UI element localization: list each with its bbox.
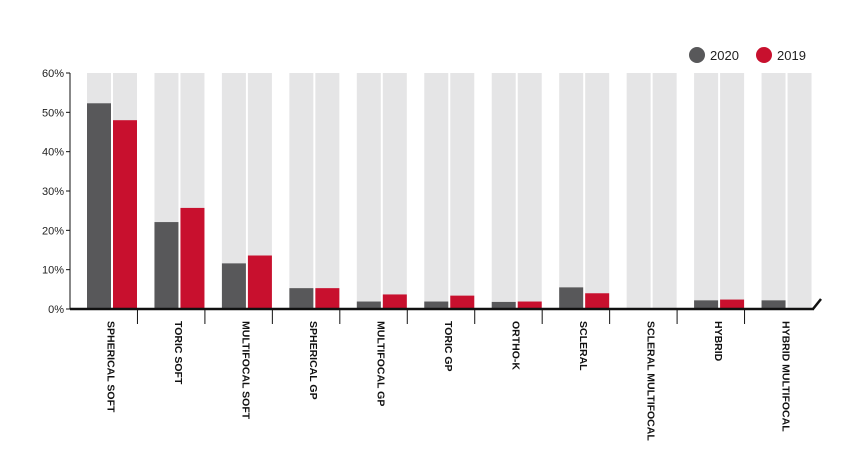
background-bar <box>517 73 542 309</box>
bar-2020-spherical-gp <box>289 288 314 309</box>
category-label: SCLERAL <box>577 321 589 371</box>
data-bars <box>87 103 786 309</box>
bar-2020-toric-soft <box>154 222 179 309</box>
background-bar <box>382 73 407 309</box>
category-label: MULTIFOCAL GP <box>375 321 387 406</box>
category-label: ORTHO-K <box>509 321 521 370</box>
bar-2020-ortho-k <box>491 301 516 309</box>
background-bar <box>491 73 516 309</box>
background-bar <box>356 73 381 309</box>
background-bar <box>315 73 340 309</box>
bar-2019-multifocal-gp <box>382 294 407 309</box>
category-label: SCLERAL MULTIFOCAL <box>644 321 656 441</box>
category-label: SPHERICAL SOFT <box>105 321 117 413</box>
background-bar <box>761 73 786 309</box>
legend-swatch-2020 <box>689 47 705 63</box>
y-tick-label: 60% <box>42 68 64 80</box>
y-tick-label: 20% <box>42 225 64 237</box>
bar-2020-scleral <box>559 287 584 309</box>
y-tick-label: 30% <box>42 186 64 198</box>
background-bar <box>720 73 745 309</box>
background-bar <box>652 73 677 309</box>
category-label: HYBRID <box>712 321 724 362</box>
category-label: MULTIFOCAL SOFT <box>240 321 252 420</box>
bar-2019-scleral <box>585 293 610 309</box>
bar-2019-hybrid <box>720 299 745 309</box>
category-label: SPHERICAL GP <box>307 321 319 400</box>
bar-2020-multifocal-soft <box>221 263 246 309</box>
y-tick-label: 10% <box>42 265 64 277</box>
bar-2019-ortho-k <box>517 301 542 309</box>
x-axis: SPHERICAL SOFT TORIC SOFT MULTIFOCAL SOFT S… <box>70 298 822 441</box>
background-bar <box>289 73 314 309</box>
background-bar <box>450 73 475 309</box>
y-axis: 0% 10% 20% 30% 40% 50% 60% <box>42 68 71 316</box>
x-axis-end-mark <box>812 298 822 310</box>
category-label: TORIC GP <box>442 321 454 372</box>
legend-swatch-2019 <box>756 47 772 63</box>
bar-2020-multifocal-gp <box>356 301 381 309</box>
category-label: HYBRID MULTIFOCAL <box>779 321 791 432</box>
bar-2020-hybrid-multifocal <box>761 300 786 309</box>
bar-2019-multifocal-soft <box>247 255 272 309</box>
bar-2019-spherical-gp <box>315 288 340 309</box>
bar-2019-spherical-soft <box>113 120 137 309</box>
y-tick-label: 0% <box>48 304 64 316</box>
background-bar <box>559 73 584 309</box>
background-bar <box>424 73 449 309</box>
bar-2020-spherical-soft <box>87 103 111 309</box>
legend: 2020 2019 <box>689 47 806 63</box>
legend-label-2020: 2020 <box>710 48 739 63</box>
bar-2020-toric-gp <box>424 301 449 309</box>
y-tick-label: 50% <box>42 107 64 119</box>
bar-2019-toric-soft <box>180 207 205 309</box>
background-bar <box>626 73 651 309</box>
category-label: TORIC SOFT <box>172 321 184 385</box>
background-bar <box>585 73 610 309</box>
bar-2019-toric-gp <box>450 295 475 309</box>
bar-2020-hybrid <box>694 300 719 309</box>
legend-label-2019: 2019 <box>777 48 806 63</box>
background-bar <box>787 73 812 309</box>
y-tick-label: 40% <box>42 147 64 159</box>
background-bar <box>694 73 719 309</box>
